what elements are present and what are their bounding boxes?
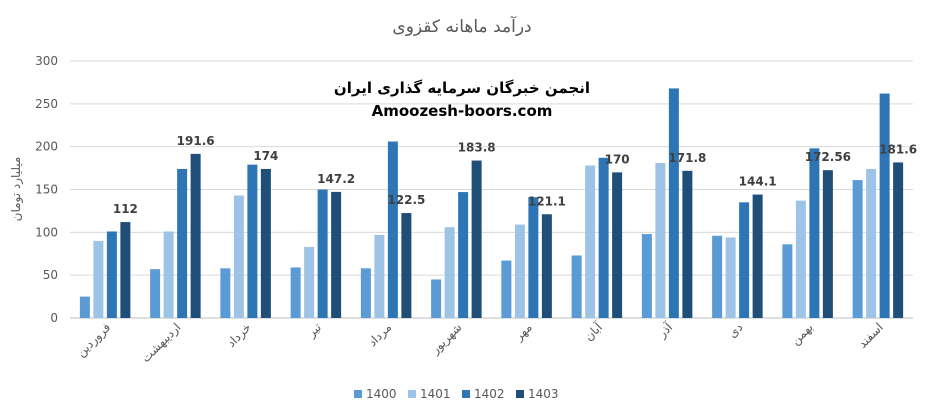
bar-1401-2	[163, 231, 174, 318]
bar-1402-10	[739, 202, 750, 318]
data-label: 144.1	[739, 175, 777, 189]
data-label: 112	[113, 202, 138, 216]
bar-1403-4	[331, 191, 342, 318]
x-category-label: بهمن	[788, 320, 816, 348]
bar-1402-3	[247, 164, 258, 318]
data-label: 183.8	[458, 141, 496, 155]
legend-label: 1400	[366, 387, 397, 401]
x-category-label: مهر	[511, 320, 535, 344]
data-label: 147.2	[317, 172, 355, 186]
bar-1402-9	[668, 88, 679, 318]
bar-1401-3	[233, 195, 244, 318]
bar-1400-1	[79, 296, 90, 318]
bar-1401-12	[866, 168, 877, 318]
bar-1403-7	[541, 214, 552, 318]
bar-1400-10	[712, 235, 723, 318]
bar-1401-7	[514, 224, 525, 318]
bar-1401-11	[795, 200, 806, 318]
data-label: 172.56	[805, 150, 851, 164]
data-label: 121.1	[528, 194, 566, 208]
legend-swatch	[516, 390, 524, 398]
bar-1400-2	[150, 269, 161, 318]
x-category-label: تیر	[304, 320, 325, 341]
y-axis-ticks: 0 50 100 150 200 250 300	[35, 54, 58, 325]
bar-1402-12	[879, 93, 890, 318]
data-label: 171.8	[668, 151, 706, 165]
bar-1403-2	[190, 153, 201, 318]
data-label: 170	[605, 152, 630, 166]
x-axis-categories: فروردین اردیبهشت خرداد تیر مرداد شهریور مهر آبا…	[74, 319, 886, 366]
bar-1402-8	[598, 157, 609, 318]
y-tick-label: 300	[35, 54, 58, 68]
bar-1400-5	[360, 268, 371, 318]
bar-1400-12	[852, 180, 863, 318]
x-category-label: دی	[725, 320, 745, 340]
bar-1403-10	[752, 194, 763, 318]
bar-1403-12	[893, 162, 904, 318]
bar-1402-5	[387, 141, 398, 318]
bar-1401-8	[585, 165, 596, 318]
data-label: 191.6	[177, 134, 215, 148]
legend-label: 1402	[474, 387, 505, 401]
bar-1400-7	[501, 260, 512, 318]
y-tick-label: 250	[35, 97, 58, 111]
y-tick-label: 0	[50, 311, 58, 325]
gridlines	[70, 60, 913, 319]
bar-1400-11	[782, 244, 793, 318]
legend: 1400 1401 1402 1403	[354, 387, 559, 401]
bar-1402-11	[809, 148, 820, 318]
watermark-title: انجمن خبرگان سرمایه گذاری ایران	[334, 79, 590, 97]
data-label: 174	[253, 149, 278, 163]
x-category-label: فروردین	[74, 320, 114, 360]
bar-1403-1	[120, 222, 131, 318]
x-category-label: اردیبهشت	[139, 320, 185, 366]
bar-1402-2	[177, 168, 188, 318]
bar-1402-1	[106, 231, 117, 318]
bar-1402-7	[528, 197, 539, 318]
y-tick-label: 50	[43, 268, 58, 282]
bar-1400-4	[290, 267, 301, 318]
bar-1402-4	[317, 189, 328, 318]
watermark-url: Amoozesh-boors.com	[372, 102, 553, 120]
x-category-label: آبان	[581, 319, 606, 344]
x-category-label: آذر	[654, 319, 677, 342]
bar-1401-9	[655, 162, 666, 318]
legend-swatch	[462, 390, 470, 398]
bar-1402-6	[458, 192, 469, 318]
bar-1401-1	[93, 240, 104, 318]
data-label: 181.6	[879, 142, 917, 156]
bar-1401-5	[374, 234, 385, 318]
bars	[79, 88, 904, 318]
y-tick-label: 100	[35, 225, 58, 239]
bar-1400-3	[220, 268, 231, 318]
y-tick-label: 200	[35, 140, 58, 154]
x-category-label: خرداد	[224, 320, 254, 350]
x-category-label: اسفند	[855, 320, 886, 351]
bar-1403-9	[682, 170, 693, 318]
bar-1403-8	[612, 172, 623, 318]
legend-swatch	[354, 390, 362, 398]
y-axis-label: میلیارد تومان	[9, 157, 24, 222]
data-label: 122.5	[387, 193, 425, 207]
bar-1400-6	[431, 279, 442, 318]
legend-label: 1403	[528, 387, 559, 401]
legend-swatch	[408, 390, 416, 398]
bar-1401-4	[304, 246, 315, 318]
bar-1401-10	[725, 237, 736, 318]
x-category-label: شهریور	[427, 320, 465, 358]
bar-1403-3	[260, 168, 271, 318]
bar-1403-11	[822, 170, 833, 318]
chart-title: درآمد ماهانه کقزوی	[392, 15, 531, 37]
bar-1403-5	[401, 213, 412, 318]
bar-1403-6	[471, 160, 482, 318]
bar-1400-8	[571, 255, 582, 318]
data-labels: 112 191.6 174 147.2 122.5 183.8 121.1 170 171.8 1…	[113, 134, 917, 216]
bar-1400-9	[641, 234, 652, 318]
x-category-label: مرداد	[365, 320, 395, 350]
y-tick-label: 150	[35, 183, 58, 197]
bar-1401-6	[444, 227, 455, 318]
legend-label: 1401	[420, 387, 451, 401]
